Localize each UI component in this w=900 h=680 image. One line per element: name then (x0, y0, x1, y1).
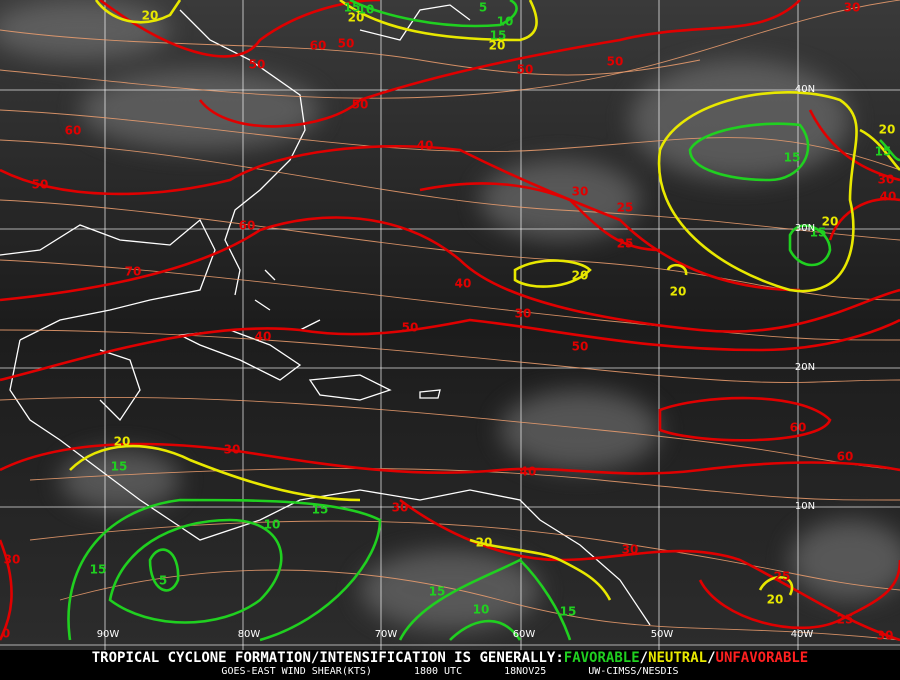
contour-label: 25 (837, 613, 854, 627)
contour-label: 30 (572, 185, 589, 199)
contour-label: 10 (358, 3, 375, 17)
contour-label: 25 (617, 201, 634, 215)
contour-label: 30 (877, 629, 894, 643)
contour-label: 20 (879, 123, 896, 137)
contour-label: 50 (402, 321, 419, 335)
longitude-label: 40W (791, 629, 814, 640)
contour-label: 50 (32, 178, 49, 192)
contour-label: 40 (417, 139, 434, 153)
longitude-label: 70W (375, 629, 398, 640)
contour-label: 60 (239, 219, 256, 233)
contour-label: 0 (2, 627, 10, 641)
contour-label: 20 (348, 11, 365, 25)
separator: / (639, 650, 649, 666)
contour-label: 15 (429, 585, 446, 599)
longitude-label: 60W (513, 629, 536, 640)
longitude-label: 90W (97, 629, 120, 640)
contour-label: 20 (670, 285, 687, 299)
coastlines (0, 4, 651, 626)
longitude-label: 80W (238, 629, 261, 640)
contour-label: 15 (312, 503, 329, 517)
contour-label: 30 (4, 553, 21, 567)
contour-label: 15 (560, 605, 577, 619)
contour-label: 40 (880, 190, 897, 204)
contour-label: 15 (490, 29, 507, 43)
contour-label: 30 (515, 307, 532, 321)
contour-label: 60 (65, 124, 82, 138)
contour-label: 15 (810, 226, 827, 240)
contour-label: 10 (264, 518, 281, 532)
contour-label: 70 (125, 265, 142, 279)
contour-label: 20 (476, 536, 493, 550)
contour-label: 25 (774, 570, 791, 584)
latitude-label: 30N (795, 223, 815, 234)
contour-label: 20 (822, 215, 839, 229)
contour-label: 50 (572, 340, 589, 354)
separator: / (707, 650, 716, 666)
footer: TROPICAL CYCLONE FORMATION/INTENSIFICATI… (0, 650, 900, 680)
contour-label: 50 (249, 58, 266, 72)
contour-label: 15 (344, 1, 361, 15)
latitude-label: 40N (795, 84, 815, 95)
contour-label: 15 (111, 460, 128, 474)
headline: TROPICAL CYCLONE FORMATION/INTENSIFICATI… (91, 650, 564, 666)
contour-label: 40 (255, 330, 272, 344)
contour-label: 30 (844, 1, 861, 15)
footer-headline-row: TROPICAL CYCLONE FORMATION/INTENSIFICATI… (0, 650, 900, 666)
contour-label: 20 (572, 269, 589, 283)
grid-labels: 40N 30N 20N 10N 90W 80W 70W 60W 50W 40W (97, 84, 815, 640)
contour-label: 10 (497, 15, 514, 29)
contour-label: 50 (352, 98, 369, 112)
contours (0, 0, 900, 642)
contour-label: 20 (114, 435, 131, 449)
streamlines (0, 0, 900, 641)
contour-label: 5 (479, 1, 487, 15)
contour-label: 50 (517, 63, 534, 77)
contour-label: 50 (607, 55, 624, 69)
contour-label: 15 (875, 145, 892, 159)
contour-label: 20 (767, 593, 784, 607)
unfavorable-label: UNFAVORABLE (715, 650, 809, 666)
credit: UW-CIMSS/NESDIS (588, 666, 679, 677)
contour-label: 60 (790, 421, 807, 435)
contour-label: 60 (837, 450, 854, 464)
longitude-label: 50W (651, 629, 674, 640)
contour-label: 5 (159, 574, 167, 588)
date: 18NOV25 (504, 666, 547, 677)
time: 1800 UTC (413, 666, 463, 677)
contour-label: 30 (392, 501, 409, 515)
contour-label: 60 (310, 39, 327, 53)
contour-label: 40 (455, 277, 472, 291)
contour-label: 30 (622, 543, 639, 557)
contour-label: 40 (520, 465, 537, 479)
contour-label: 30 (224, 443, 241, 457)
contour-label: 25 (617, 237, 634, 251)
product: GOES-EAST WIND SHEAR(KTS) (221, 666, 372, 677)
favorable-label: FAVORABLE (563, 650, 640, 666)
neutral-label: NEUTRAL (648, 650, 708, 666)
contour-label: 20 (142, 9, 159, 23)
contour-label: 10 (473, 603, 490, 617)
cloud-texture (0, 0, 900, 630)
footer-info-row: GOES-EAST WIND SHEAR(KTS) 1800 UTC 18NOV… (0, 666, 900, 678)
contour-label: 30 (878, 173, 895, 187)
contour-label: 15 (90, 563, 107, 577)
latitude-label: 10N (795, 501, 815, 512)
contour-label: 15 (784, 151, 801, 165)
contour-label: 50 (338, 37, 355, 51)
contour-label: 20 (489, 39, 506, 53)
latitude-label: 20N (795, 362, 815, 373)
